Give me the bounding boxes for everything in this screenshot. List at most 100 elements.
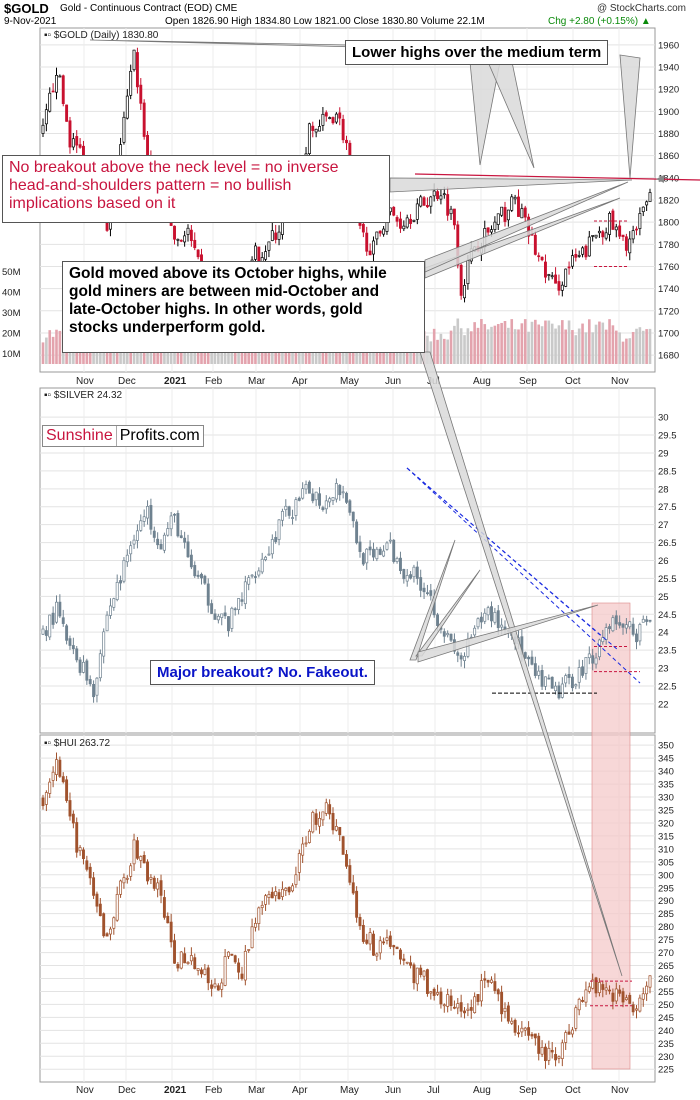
candle-body [442, 193, 446, 196]
candle-body [618, 989, 622, 994]
volume-bar [604, 329, 608, 364]
fakeout-annotation: Major breakout? No. Fakeout. [150, 660, 375, 685]
source-watermark: @ StockCharts.com [596, 3, 686, 14]
candle-body [392, 945, 396, 948]
candle-body [594, 977, 598, 994]
candle-body [537, 1035, 541, 1054]
candle-body [399, 218, 402, 229]
logo-part-sunshine: Sunshine [43, 426, 116, 446]
candle-body [624, 624, 628, 629]
y-tick-label: 350 [658, 741, 674, 752]
candle-body [274, 232, 278, 240]
candle-body [570, 255, 574, 267]
candle-body [597, 982, 601, 993]
y-tick-label: 340 [658, 767, 674, 778]
candle-body [500, 991, 504, 1015]
candle-body [638, 997, 642, 1012]
candle-body [631, 230, 635, 240]
candle-body [425, 969, 429, 994]
candle-body [425, 592, 429, 595]
candle-body [581, 247, 585, 255]
candle-body [459, 655, 463, 660]
candle-body [203, 968, 207, 975]
candle-body [122, 877, 126, 884]
candle-body [115, 581, 119, 600]
candle-body [476, 618, 480, 628]
candle-body [570, 1029, 574, 1035]
y-tick-label: 240 [658, 1026, 674, 1037]
candle-body [567, 1031, 571, 1035]
candle-body [139, 520, 143, 531]
candle-body [328, 498, 332, 503]
candle-body [372, 933, 375, 956]
candle-body [537, 670, 541, 676]
volume-bar [544, 320, 547, 364]
x-month-label: Nov [76, 376, 94, 387]
candle-body [547, 274, 551, 276]
volume-bar [561, 320, 564, 364]
candle-body [618, 622, 622, 626]
candle-body [196, 249, 200, 258]
candle-body [415, 566, 419, 579]
candle-body [628, 994, 632, 1004]
candle-body [51, 612, 55, 625]
candle-body [270, 891, 274, 899]
candle-body [567, 266, 571, 269]
candle-body [250, 574, 254, 577]
candle-body [611, 617, 615, 632]
neck-pointer [389, 177, 633, 193]
candle-body [452, 208, 456, 226]
candle-body [338, 484, 342, 496]
neck-text-3: implications based on it [9, 195, 176, 212]
candle-body [331, 813, 335, 831]
candle-body [227, 951, 230, 957]
candle-body [68, 120, 72, 148]
candle-body [95, 893, 99, 907]
candle-body [412, 566, 416, 578]
candle-body [189, 955, 193, 962]
candle-body [173, 225, 176, 240]
candle-body [135, 840, 139, 859]
y-tick-label: 26 [658, 556, 669, 567]
volume-bar [554, 328, 557, 364]
candle-body [490, 979, 493, 983]
candle-body [503, 207, 507, 222]
candle-body [422, 970, 426, 977]
candle-body [419, 967, 423, 976]
candle-body [243, 581, 247, 605]
y-tick-label: 24 [658, 628, 669, 639]
candle-body [61, 75, 65, 104]
candle-body [88, 866, 92, 879]
candle-body [122, 560, 126, 582]
candle-body [375, 953, 379, 957]
candle-body [166, 915, 170, 924]
candle-body [375, 548, 379, 560]
volume-bar [503, 321, 507, 364]
candle-body [405, 961, 409, 964]
volume-bar [469, 331, 473, 364]
candle-body [223, 956, 227, 986]
candle-body [71, 138, 75, 148]
candle-body [392, 206, 396, 216]
candle-body [574, 1007, 578, 1029]
y-tick-label: 270 [658, 948, 674, 959]
candle-body [591, 979, 595, 989]
y-tick-label: 235 [658, 1039, 674, 1050]
y-tick-label: 315 [658, 831, 674, 842]
candle-body [162, 897, 166, 918]
y-tick-label: 28.5 [658, 466, 677, 477]
candle-body [449, 633, 453, 641]
candle-body [301, 843, 305, 856]
candle-body [55, 759, 58, 775]
candle-body [189, 229, 193, 242]
candle-body [597, 639, 601, 658]
candle-body [220, 982, 224, 990]
neck-level-line [414, 173, 700, 181]
candle-body [210, 984, 214, 989]
volume-bar [507, 327, 510, 364]
candle-body [560, 284, 564, 291]
candle-body [162, 534, 166, 551]
candle-body [348, 865, 352, 883]
y-tick-label: 1900 [658, 107, 679, 118]
change-readout: Chg +2.80 (+0.15%) ▲ [548, 16, 651, 27]
